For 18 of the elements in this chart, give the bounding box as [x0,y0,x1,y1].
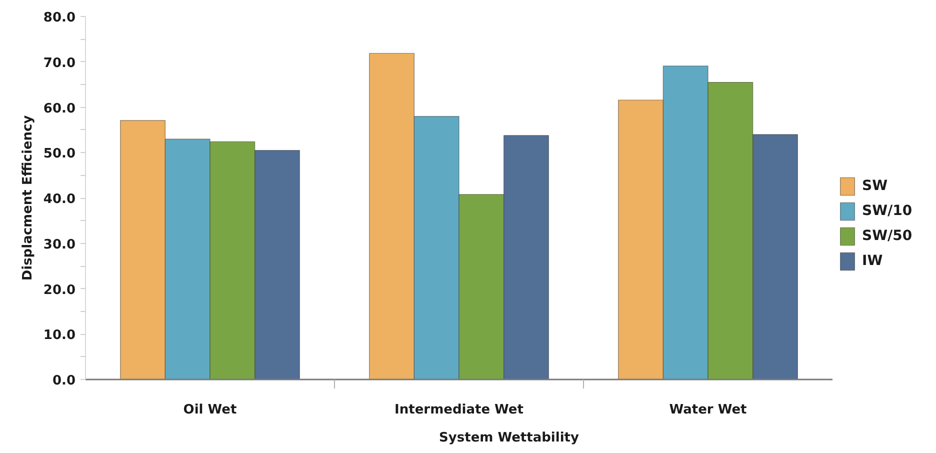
y-tick-label: 60.0 [43,101,76,116]
y-tick-label: 40.0 [43,192,76,207]
y-tick-label: 80.0 [43,10,76,26]
legend-label: SW/10 [862,202,912,218]
x-tick-label: Water Wet [669,402,747,418]
legend-label: SW [862,178,888,194]
legend-label: IW [862,252,883,268]
y-axis-title: Displacment Efficiency [20,114,36,281]
x-tick-label: Intermediate Wet [394,402,524,418]
y-tick-label: 10.0 [43,328,76,344]
x-axis-title: System Wettability [439,430,580,446]
y-tick-label: 0.0 [52,374,76,388]
y-tick-label: 20.0 [43,282,76,298]
x-tick-label: Oil Wet [183,402,237,418]
legend-label: SW/50 [862,228,912,244]
y-tick-label: 50.0 [43,146,76,162]
y-tick-label: 30.0 [43,237,76,252]
y-tick-label: 70.0 [43,56,76,71]
